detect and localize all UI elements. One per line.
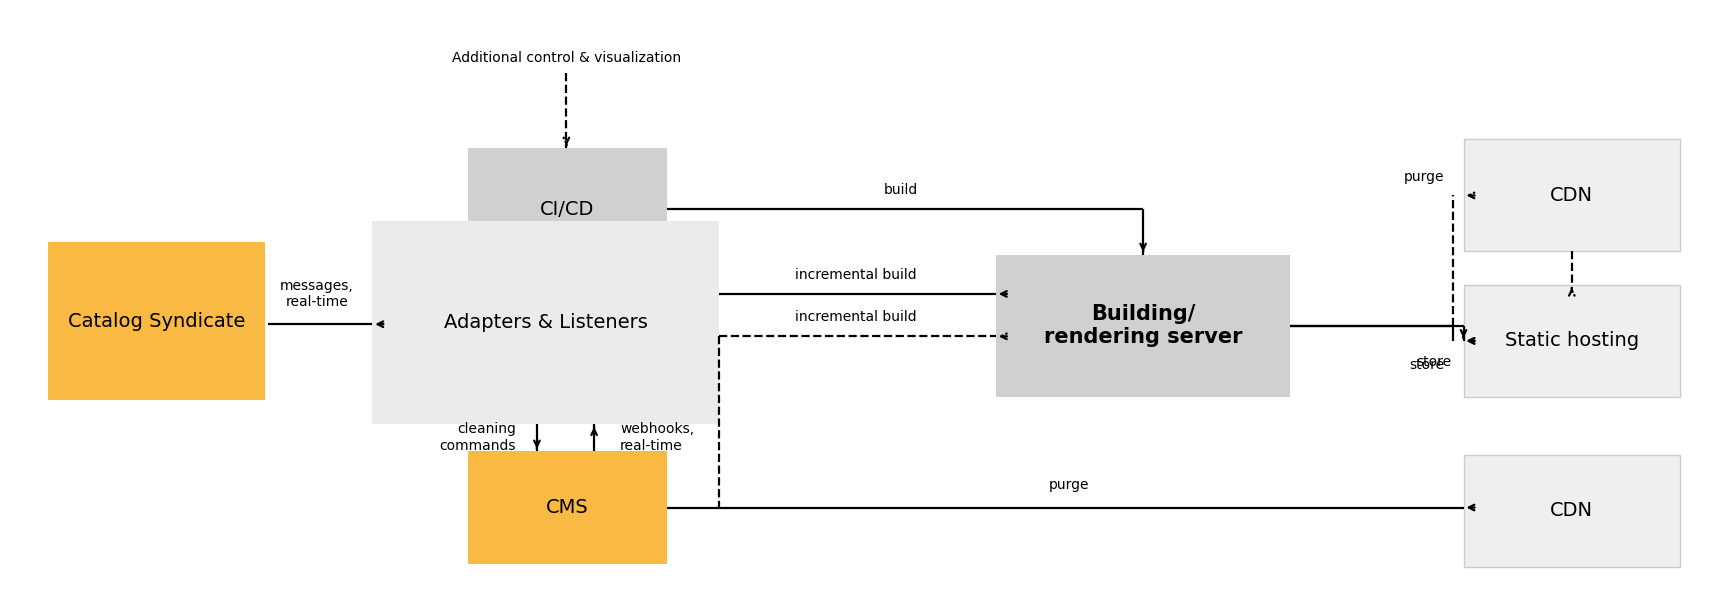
Text: incremental build: incremental build xyxy=(795,310,916,324)
FancyBboxPatch shape xyxy=(48,242,265,400)
Text: Catalog Syndicate: Catalog Syndicate xyxy=(68,311,246,331)
Text: CMS: CMS xyxy=(546,498,589,517)
FancyBboxPatch shape xyxy=(468,451,667,564)
Text: CI/CD: CI/CD xyxy=(540,199,594,219)
Text: CDN: CDN xyxy=(1550,186,1593,205)
FancyBboxPatch shape xyxy=(996,255,1290,397)
Text: Additional control & visualization: Additional control & visualization xyxy=(452,50,681,65)
Text: Adapters & Listeners: Adapters & Listeners xyxy=(443,313,648,332)
FancyBboxPatch shape xyxy=(1464,139,1680,251)
Text: purge: purge xyxy=(1048,478,1089,492)
Text: purge: purge xyxy=(1405,170,1444,184)
Text: store: store xyxy=(1417,355,1451,369)
Text: messages,
real-time: messages, real-time xyxy=(281,279,353,309)
FancyBboxPatch shape xyxy=(1464,454,1680,567)
Text: Building/
rendering server: Building/ rendering server xyxy=(1044,304,1242,347)
FancyBboxPatch shape xyxy=(1464,285,1680,397)
Text: webhooks,
real-time: webhooks, real-time xyxy=(620,422,695,453)
Text: store: store xyxy=(1410,358,1444,372)
Text: Static hosting: Static hosting xyxy=(1505,331,1638,350)
Text: cleaning
commands: cleaning commands xyxy=(440,422,516,453)
Text: incremental build: incremental build xyxy=(795,268,916,282)
Text: build: build xyxy=(883,183,918,197)
FancyBboxPatch shape xyxy=(468,148,667,270)
FancyBboxPatch shape xyxy=(372,221,719,424)
Text: CDN: CDN xyxy=(1550,501,1593,520)
